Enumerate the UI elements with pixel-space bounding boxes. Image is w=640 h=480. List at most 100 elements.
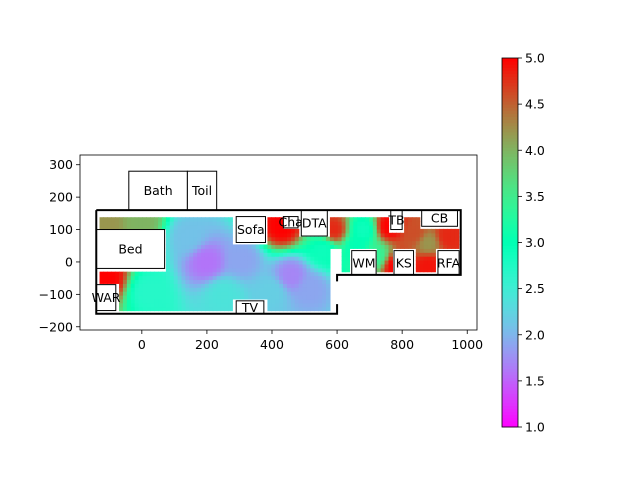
heat-cell	[255, 252, 261, 257]
heat-cell	[122, 271, 128, 277]
heat-cell	[173, 271, 179, 277]
colorbar-segment	[502, 196, 518, 200]
colorbar-segment	[502, 202, 518, 207]
heat-cell	[193, 217, 198, 222]
colorbar-segment	[502, 408, 518, 413]
heat-cell	[353, 221, 358, 226]
heat-cell	[310, 240, 315, 246]
heat-cell	[353, 228, 358, 234]
heat-cell	[130, 302, 136, 308]
heat-cell	[162, 221, 167, 226]
heat-cell	[232, 283, 237, 288]
heat-cell	[154, 302, 159, 308]
heat-cell	[177, 287, 183, 292]
heat-cell	[408, 217, 413, 222]
heat-cell	[111, 225, 116, 230]
colorbar-segment	[502, 110, 518, 114]
heat-cell	[185, 275, 190, 281]
heat-cell	[310, 252, 315, 257]
colorbar-segment	[502, 97, 518, 102]
heat-cell	[99, 271, 105, 277]
heat-cell	[177, 275, 183, 281]
heat-cell	[181, 271, 187, 277]
heat-cell	[212, 302, 218, 308]
heat-cell	[142, 225, 147, 230]
heat-cell	[408, 236, 413, 242]
heat-cell	[314, 267, 319, 273]
heat-cell	[232, 275, 237, 281]
heat-cell	[181, 236, 187, 242]
heat-cell	[259, 263, 265, 269]
heat-cell	[322, 302, 327, 308]
heat-cell	[216, 291, 222, 296]
colorbar-segment	[502, 371, 518, 376]
heat-cell	[158, 225, 163, 230]
heat-cell	[197, 291, 202, 296]
heat-cell	[431, 256, 436, 261]
heat-cell	[169, 295, 175, 300]
heat-cell	[130, 287, 136, 292]
heat-cell	[306, 295, 311, 300]
colorbar-segment	[502, 276, 518, 280]
heat-cell	[240, 291, 245, 296]
heat-cell	[423, 267, 429, 273]
heat-cell	[263, 295, 269, 300]
heat-cell	[193, 225, 198, 230]
heat-cell	[189, 287, 194, 292]
heat-cell	[345, 260, 351, 265]
heat-cell	[279, 236, 284, 242]
heat-cell	[232, 244, 237, 249]
heat-cell	[329, 228, 335, 234]
heat-cell	[318, 256, 323, 261]
heat-cell	[201, 217, 206, 222]
heat-cell	[204, 260, 210, 265]
heat-cell	[220, 295, 226, 300]
heat-cell	[197, 256, 202, 261]
colorbar-segment	[502, 273, 518, 277]
heat-cell	[306, 275, 311, 281]
heat-cell	[122, 279, 128, 284]
heat-cell	[279, 225, 284, 230]
heat-cell	[298, 256, 304, 261]
heat-cell	[349, 236, 354, 242]
heat-cell	[130, 295, 136, 300]
heat-cell	[263, 252, 269, 257]
heat-cell	[181, 283, 187, 288]
heat-cell	[279, 263, 284, 269]
heat-cell	[119, 221, 124, 226]
heat-cell	[103, 221, 108, 226]
heat-cell	[302, 306, 308, 312]
heat-cell	[427, 240, 433, 246]
heat-cell	[232, 248, 237, 253]
colorbar-segment	[502, 82, 518, 87]
heat-cell	[298, 279, 304, 284]
heat-cell	[443, 228, 448, 234]
heat-cell	[216, 298, 222, 304]
room-label: DTA	[302, 216, 327, 231]
heat-cell	[240, 248, 245, 253]
heat-cell	[142, 275, 147, 281]
heat-cell	[259, 256, 265, 261]
heat-cell	[306, 240, 311, 246]
heat-cell	[322, 306, 327, 312]
heat-cell	[173, 279, 179, 284]
heat-cell	[244, 291, 249, 296]
heat-cell	[345, 244, 351, 249]
heat-cell	[267, 295, 272, 300]
heat-cell	[267, 256, 272, 261]
heat-cell	[181, 225, 187, 230]
colorbar-tick-label: 1.0	[525, 420, 545, 435]
heat-cell	[130, 275, 136, 281]
colorbar-segment	[502, 300, 518, 305]
heat-cell	[322, 263, 327, 269]
heat-cell	[169, 217, 175, 222]
colorbar-tick-label: 4.0	[525, 143, 545, 158]
heat-cell	[376, 248, 382, 253]
heat-cell	[115, 271, 120, 277]
colorbar-segment	[502, 347, 518, 351]
heat-cell	[275, 225, 280, 230]
heat-cell	[204, 244, 210, 249]
heat-cell	[376, 267, 382, 273]
room-box-sofa	[235, 216, 266, 244]
heat-cell	[294, 263, 300, 269]
